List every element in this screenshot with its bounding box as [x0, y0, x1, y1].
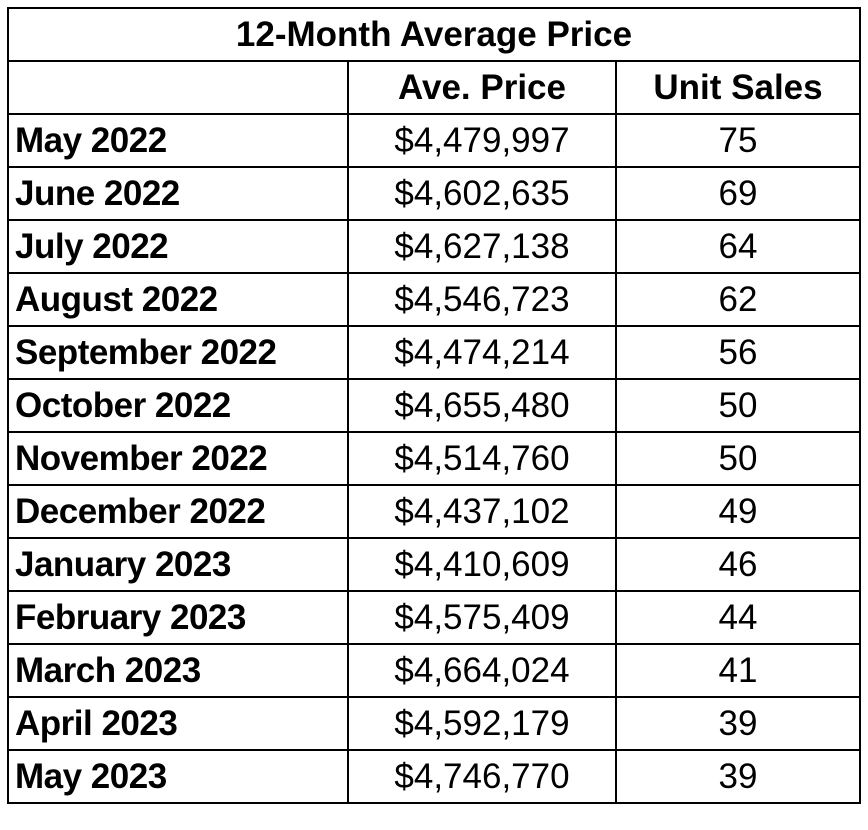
ave-price-cell: $4,514,760 [347, 431, 617, 486]
average-price-table: 12-Month Average Price Ave. Price Unit S… [7, 7, 861, 804]
ave-price-cell: $4,410,609 [347, 537, 617, 592]
ave-price-cell: $4,546,723 [347, 272, 617, 327]
unit-sales-cell: 69 [615, 166, 861, 221]
header-ave-price: Ave. Price [347, 60, 617, 115]
ave-price-cell: $4,479,997 [347, 113, 617, 168]
unit-sales-cell: 75 [615, 113, 861, 168]
table-row: July 2022 $4,627,138 64 [7, 219, 861, 274]
header-month [7, 60, 349, 115]
table-row: March 2023 $4,664,024 41 [7, 643, 861, 698]
ave-price-cell: $4,655,480 [347, 378, 617, 433]
month-cell: December 2022 [7, 484, 349, 539]
table-row: October 2022 $4,655,480 50 [7, 378, 861, 433]
month-cell: May 2022 [7, 113, 349, 168]
table-row: May 2022 $4,479,997 75 [7, 113, 861, 168]
month-cell: April 2023 [7, 696, 349, 751]
unit-sales-cell: 62 [615, 272, 861, 327]
table-row: November 2022 $4,514,760 50 [7, 431, 861, 486]
table-row: May 2023 $4,746,770 39 [7, 749, 861, 804]
table-row: September 2022 $4,474,214 56 [7, 325, 861, 380]
unit-sales-cell: 39 [615, 749, 861, 804]
ave-price-cell: $4,592,179 [347, 696, 617, 751]
month-cell: May 2023 [7, 749, 349, 804]
table-row: January 2023 $4,410,609 46 [7, 537, 861, 592]
unit-sales-cell: 39 [615, 696, 861, 751]
unit-sales-cell: 46 [615, 537, 861, 592]
month-cell: January 2023 [7, 537, 349, 592]
ave-price-cell: $4,664,024 [347, 643, 617, 698]
table-row: February 2023 $4,575,409 44 [7, 590, 861, 645]
unit-sales-cell: 44 [615, 590, 861, 645]
header-unit-sales: Unit Sales [615, 60, 861, 115]
table-row: April 2023 $4,592,179 39 [7, 696, 861, 751]
unit-sales-cell: 41 [615, 643, 861, 698]
table-row: August 2022 $4,546,723 62 [7, 272, 861, 327]
ave-price-cell: $4,602,635 [347, 166, 617, 221]
table-row: December 2022 $4,437,102 49 [7, 484, 861, 539]
ave-price-cell: $4,627,138 [347, 219, 617, 274]
unit-sales-cell: 49 [615, 484, 861, 539]
month-cell: July 2022 [7, 219, 349, 274]
month-cell: February 2023 [7, 590, 349, 645]
table-title: 12-Month Average Price [7, 7, 861, 62]
header-row: Ave. Price Unit Sales [7, 60, 861, 115]
ave-price-cell: $4,437,102 [347, 484, 617, 539]
ave-price-cell: $4,575,409 [347, 590, 617, 645]
unit-sales-cell: 56 [615, 325, 861, 380]
month-cell: August 2022 [7, 272, 349, 327]
unit-sales-cell: 64 [615, 219, 861, 274]
month-cell: June 2022 [7, 166, 349, 221]
unit-sales-cell: 50 [615, 378, 861, 433]
ave-price-cell: $4,746,770 [347, 749, 617, 804]
table-row: June 2022 $4,602,635 69 [7, 166, 861, 221]
table-body: 12-Month Average Price Ave. Price Unit S… [7, 7, 861, 804]
month-cell: September 2022 [7, 325, 349, 380]
month-cell: March 2023 [7, 643, 349, 698]
month-cell: November 2022 [7, 431, 349, 486]
unit-sales-cell: 50 [615, 431, 861, 486]
title-row: 12-Month Average Price [7, 7, 861, 62]
ave-price-cell: $4,474,214 [347, 325, 617, 380]
month-cell: October 2022 [7, 378, 349, 433]
